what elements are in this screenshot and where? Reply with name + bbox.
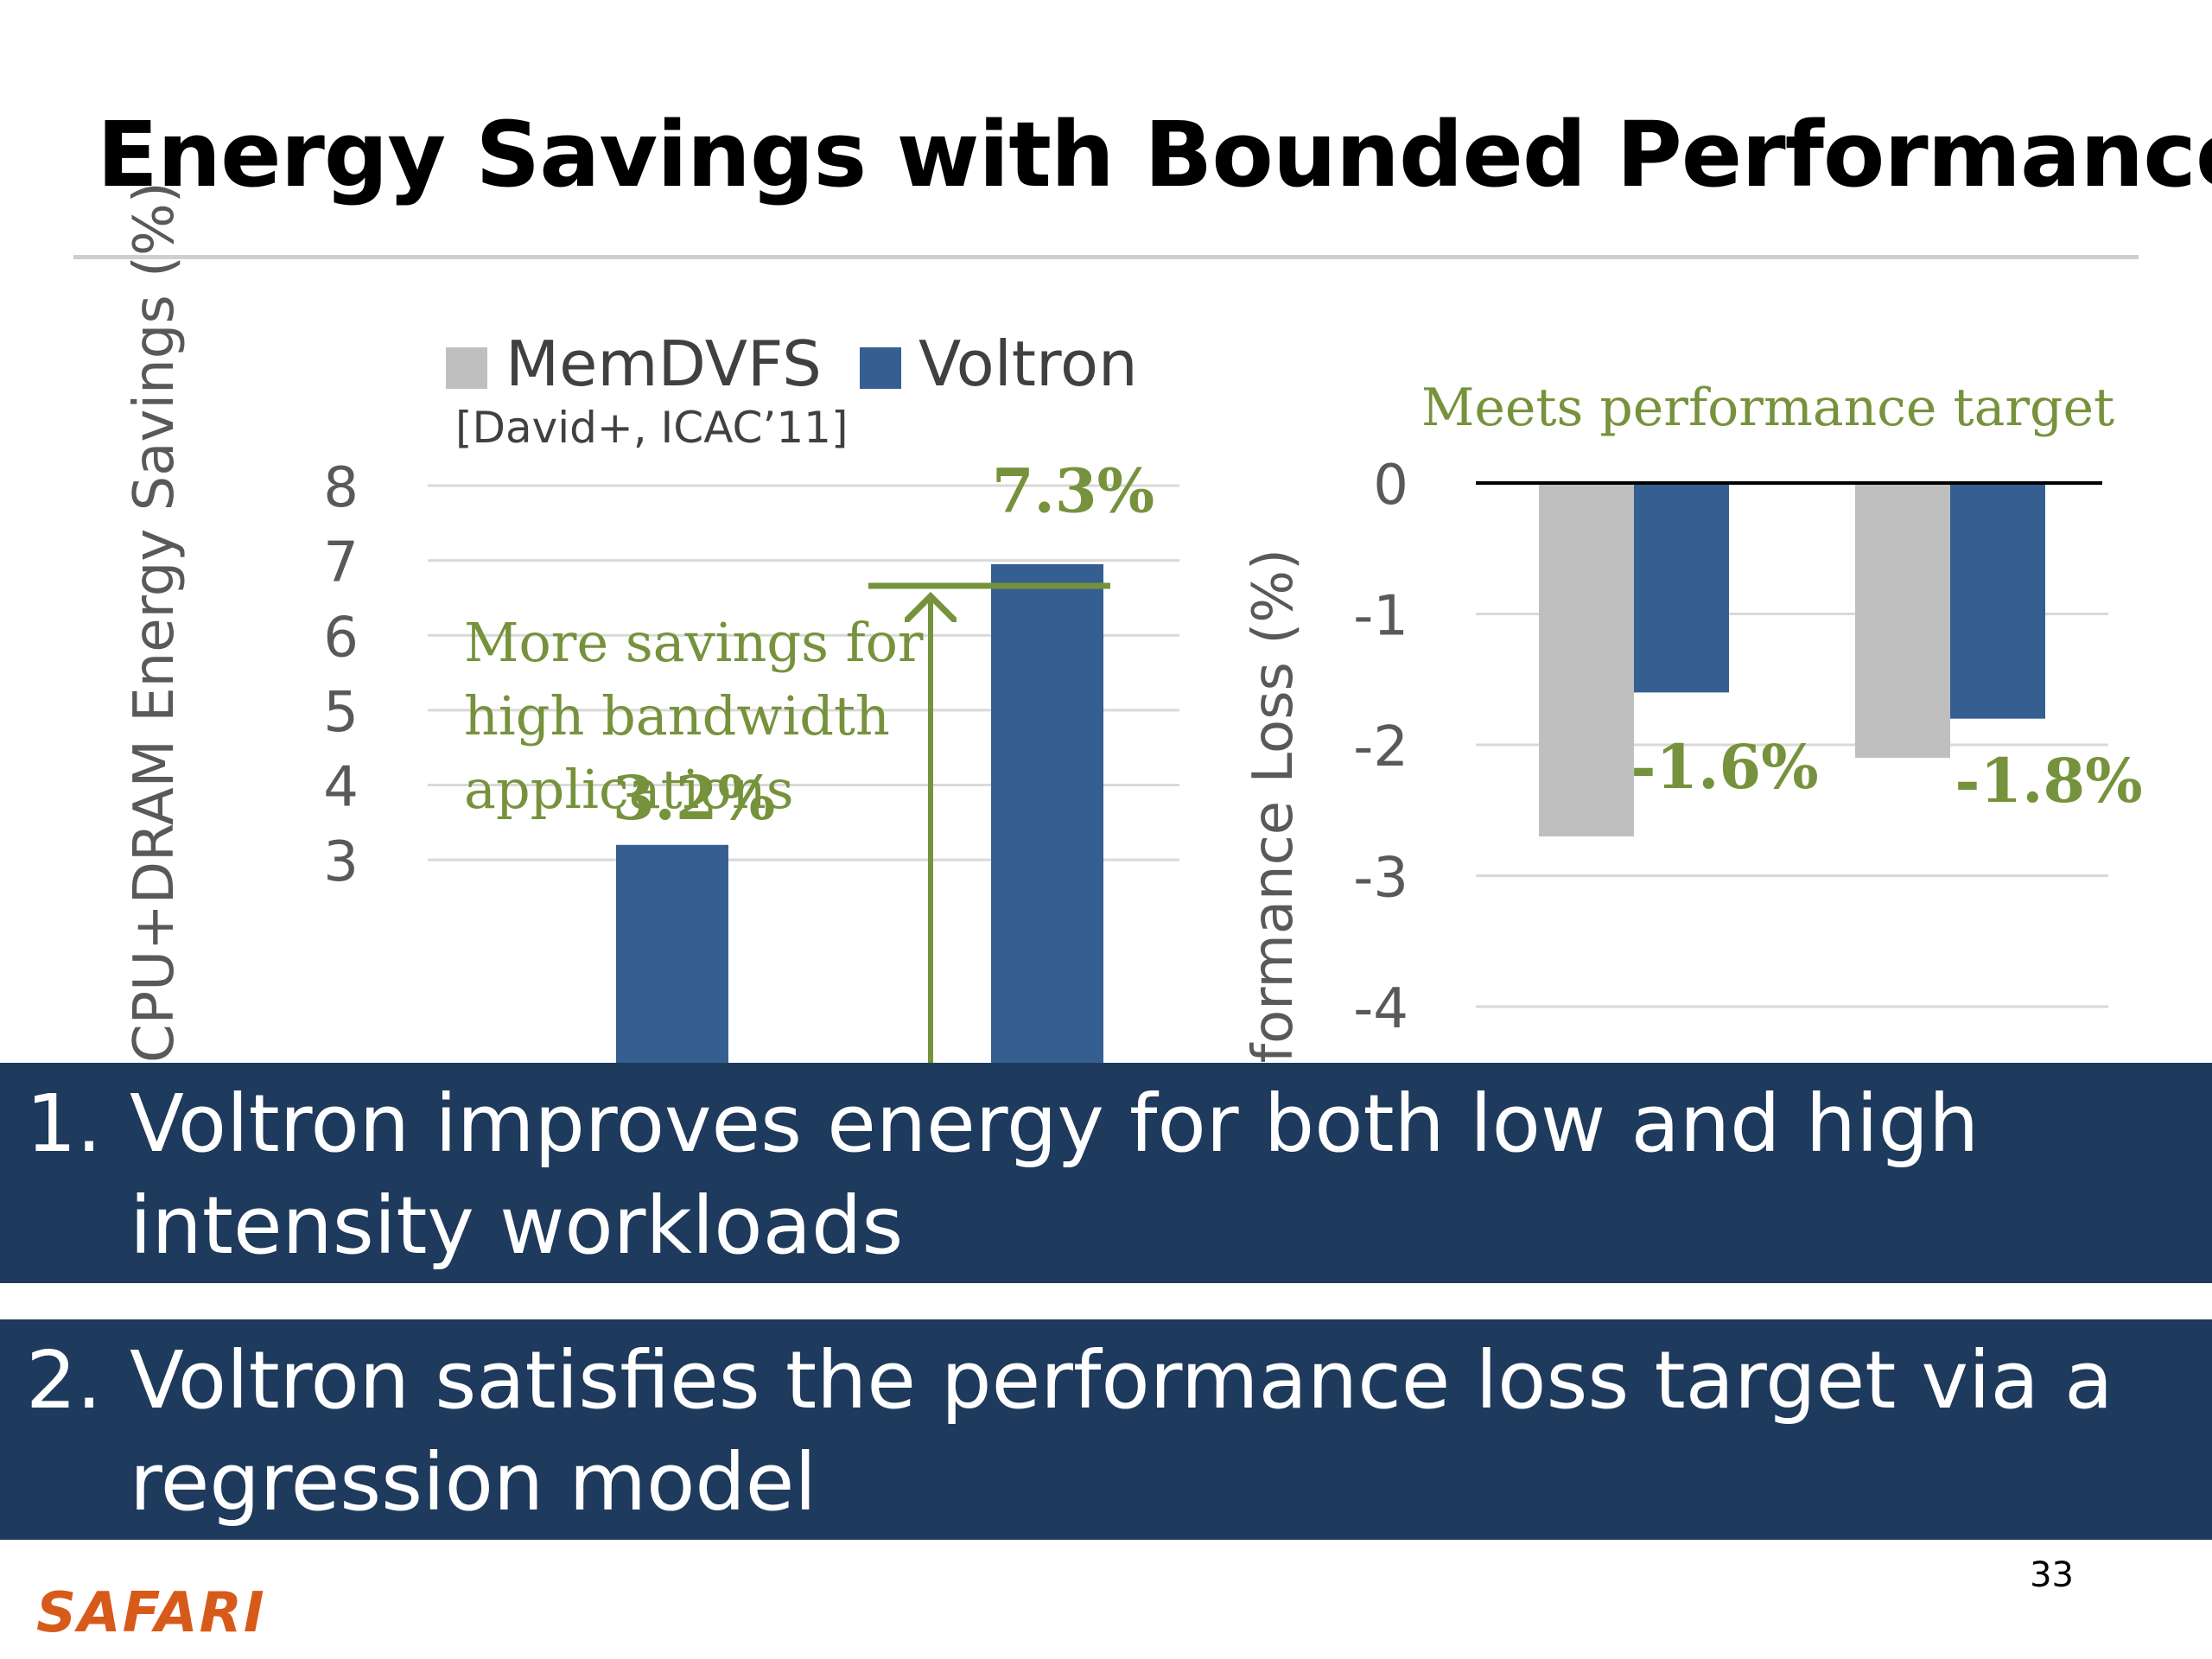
right-bar-memdvfs <box>1539 483 1634 837</box>
right-y-tick-label: -1 <box>1353 585 1408 649</box>
right-bar-voltron <box>1950 483 2045 719</box>
left-y-tick-label: 5 <box>323 681 359 745</box>
more-savings-line2: high bandwidth <box>464 684 890 747</box>
right-chart-bars <box>1539 483 2045 837</box>
legend-citation-memdvfs: [David+, ICAC’11] <box>455 403 848 453</box>
left-y-tick-label: 8 <box>323 456 359 520</box>
takeaway-1-text: Voltron improves energy for both low and… <box>130 1077 1980 1272</box>
left-data-label: 7.3% <box>992 455 1154 527</box>
right-chart-data-labels: -1.6% -1.8% <box>1630 731 2142 817</box>
left-y-axis-title: CPU+DRAM Energy Savings (%) <box>123 181 187 1063</box>
right-y-tick-label: 0 <box>1373 454 1408 518</box>
more-savings-line3: applications <box>464 758 794 821</box>
left-y-tick-label: 7 <box>323 531 359 595</box>
takeaway-banner-1: 1. Voltron improves energy for both low … <box>0 1063 2212 1283</box>
meets-target-annotation: Meets performance target <box>1421 378 2114 438</box>
slide-title: Energy Savings with Bounded Performance <box>97 102 2212 207</box>
takeaway-2-text: Voltron satisfies the performance loss t… <box>130 1334 2113 1529</box>
takeaway-1-number: 1. <box>26 1077 102 1170</box>
right-y-tick-label: -4 <box>1353 977 1408 1041</box>
right-y-tick-label: -3 <box>1353 847 1408 911</box>
left-chart-y-ticks: 8 7 6 5 4 3 <box>323 456 359 894</box>
left-bar-voltron <box>991 563 1103 1084</box>
more-savings-line1: More savings for <box>464 611 924 674</box>
right-bar-voltron <box>1634 483 1729 693</box>
takeaway-banner-2: 2. Voltron satisfies the performance los… <box>0 1319 2212 1540</box>
more-savings-annotation: More savings for high bandwidth applicat… <box>464 582 1110 1071</box>
legend-swatch-voltron <box>860 347 901 389</box>
title-divider <box>73 255 2139 259</box>
safari-logo: SAFARI <box>36 1581 266 1645</box>
right-y-axis-title: Performance Loss (%) <box>1242 549 1306 1151</box>
right-data-label: -1.6% <box>1630 731 1818 803</box>
right-data-label: -1.8% <box>1955 745 2142 817</box>
left-bar-voltron <box>616 844 728 1084</box>
takeaway-2-number: 2. <box>26 1334 102 1427</box>
right-bar-memdvfs <box>1855 483 1950 759</box>
page-number: 33 <box>2030 1555 2074 1595</box>
right-chart-y-ticks: 0 -1 -2 -3 -4 <box>1353 454 1408 1041</box>
left-y-tick-label: 6 <box>323 606 359 670</box>
left-data-label: 3.2% <box>613 762 775 834</box>
right-y-tick-label: -2 <box>1353 715 1408 779</box>
left-chart-y-axis-title: CPU+DRAM Energy Savings (%) <box>123 181 187 1063</box>
left-y-tick-label: 4 <box>323 756 359 820</box>
left-chart-bars <box>616 563 1103 1084</box>
legend-label-voltron: Voltron <box>918 327 1138 400</box>
legend-label-memdvfs: MemDVFS <box>505 327 822 400</box>
legend-swatch-memdvfs <box>446 347 487 389</box>
left-chart-data-labels: 3.2% 7.3% <box>613 455 1154 834</box>
left-y-tick-label: 3 <box>323 830 359 894</box>
